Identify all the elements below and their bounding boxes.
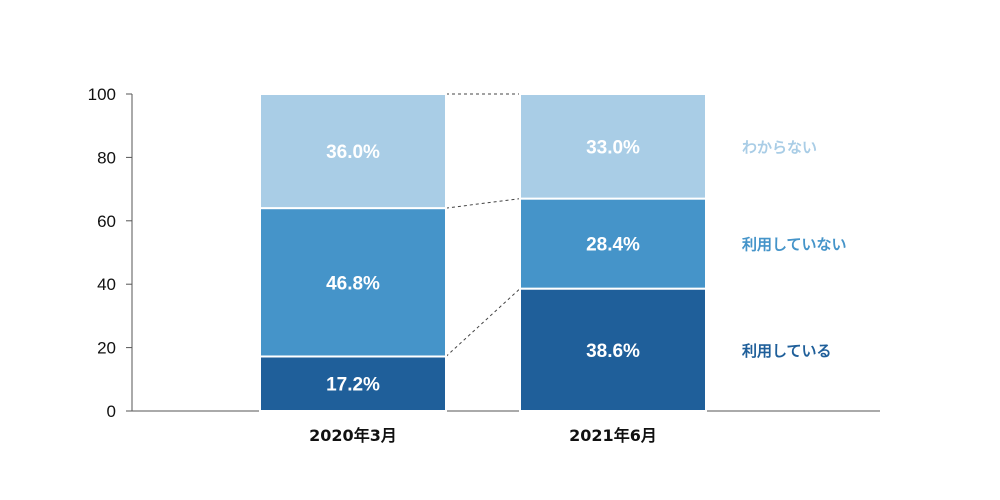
data-label: 36.0% [326, 142, 380, 163]
bar-segment [519, 197, 707, 290]
data-labels: 17.2% 46.8% 36.0% 38.6% 28.4% 33.0% [326, 137, 640, 395]
y-tick-label: 0 [107, 402, 116, 421]
data-label: 46.8% [326, 273, 380, 294]
axes: 0 20 40 60 80 100 2020年3月 2021年6月 [88, 85, 880, 445]
legend-label: 利用している [742, 342, 832, 360]
data-label: 28.4% [586, 235, 640, 256]
y-tick-label: 20 [97, 339, 116, 358]
connector-line [445, 198, 521, 209]
y-tick-label: 100 [88, 85, 116, 104]
connector-line [445, 288, 521, 357]
x-category-label: 2021年6月 [569, 426, 657, 445]
bar-segment [259, 93, 447, 210]
y-tick-label: 60 [97, 212, 116, 231]
bars [259, 93, 707, 413]
x-category-label: 2020年3月 [309, 426, 397, 445]
data-label: 38.6% [586, 341, 640, 362]
y-tick-label: 40 [97, 275, 116, 294]
data-label: 17.2% [326, 375, 380, 396]
data-label: 33.0% [586, 137, 640, 158]
bar-segment [519, 93, 707, 200]
bar-segment [259, 207, 447, 358]
legend-label: わからない [742, 138, 817, 156]
connector-lines [445, 93, 521, 357]
legend-label: 利用していない [742, 236, 847, 254]
y-tick-label: 80 [97, 148, 116, 167]
